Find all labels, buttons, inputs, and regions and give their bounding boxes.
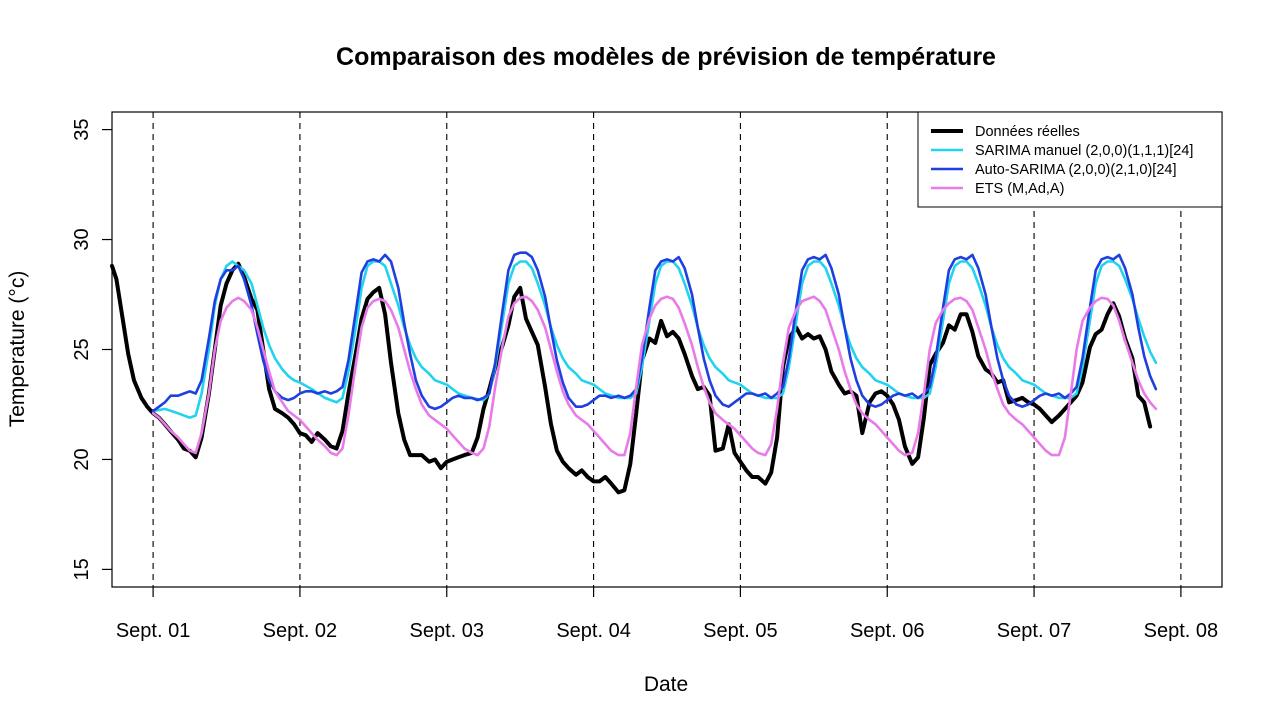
y-tick-label: 35 <box>71 118 93 140</box>
x-axis: Sept. 01 Sept. 02 Sept. 03 Sept. 04 Sept. 05… <box>116 587 1218 642</box>
series-lines <box>110 251 1158 495</box>
legend-entry-label: ETS (M,Ad,A) <box>975 181 1064 197</box>
y-tick-label: 15 <box>71 558 93 580</box>
x-tick-label: Sept. 01 <box>116 620 191 642</box>
legend: Données réelles SARIMA manuel (2,0,0)(1,1… <box>917 111 1223 208</box>
x-axis-label: Date <box>644 673 688 696</box>
chart-title: Comparaison des modèles de prévision de … <box>336 43 996 71</box>
series-line <box>110 261 1153 495</box>
x-tick-label: Sept. 05 <box>703 620 778 642</box>
y-tick-label: 20 <box>71 448 93 470</box>
legend-entry-label: Auto-SARIMA (2,0,0)(2,1,0)[24] <box>975 162 1176 178</box>
x-tick-label: Sept. 03 <box>410 620 485 642</box>
y-axis: 15 20 25 30 35 <box>71 118 112 581</box>
legend-entry-label: SARIMA manuel (2,0,0)(1,1,1)[24] <box>975 143 1193 159</box>
y-axis-label: Temperature (°c) <box>6 271 29 428</box>
x-tick-label: Sept. 08 <box>1144 620 1219 642</box>
x-tick-label: Sept. 06 <box>850 620 925 642</box>
series-line <box>151 295 1158 457</box>
y-tick-label: 30 <box>71 228 93 250</box>
y-tick-label: 25 <box>71 338 93 360</box>
legend-entry-label: Données réelles <box>975 124 1080 140</box>
x-tick-label: Sept. 07 <box>997 620 1072 642</box>
series-line <box>151 251 1158 413</box>
legend-box <box>917 111 1223 208</box>
x-tick-label: Sept. 04 <box>556 620 631 642</box>
x-tick-label: Sept. 02 <box>263 620 338 642</box>
